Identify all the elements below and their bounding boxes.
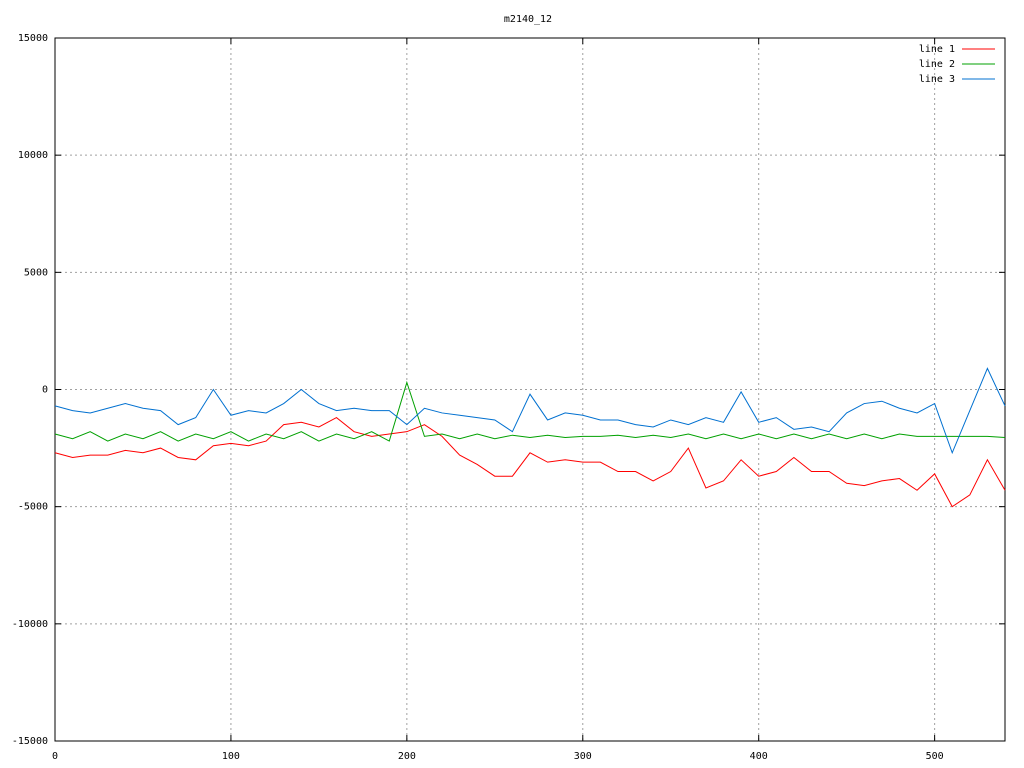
x-tick-label: 0 bbox=[52, 751, 58, 762]
data-line bbox=[54, 367, 1006, 455]
x-tick-label: 300 bbox=[574, 751, 592, 762]
y-tick-label: 5000 bbox=[24, 267, 48, 278]
y-tick-label: 0 bbox=[42, 385, 48, 396]
x-tick-label: 500 bbox=[926, 751, 944, 762]
legend-label: line 1 bbox=[919, 44, 955, 55]
y-tick-label: -5000 bbox=[18, 502, 48, 513]
data-line bbox=[54, 380, 1006, 442]
x-tick-label: 200 bbox=[398, 751, 416, 762]
legend-label: line 3 bbox=[919, 74, 955, 85]
legend-label: line 2 bbox=[919, 59, 955, 70]
plot-frame bbox=[54, 37, 1006, 742]
x-tick-label: 100 bbox=[222, 751, 240, 762]
y-tick-label: 10000 bbox=[18, 150, 48, 161]
x-tick-label: 400 bbox=[750, 751, 768, 762]
y-tick-label: -15000 bbox=[12, 736, 48, 747]
data-line bbox=[54, 417, 1006, 508]
y-tick-label: 15000 bbox=[18, 33, 48, 44]
chart-title: m2140_12 bbox=[504, 14, 552, 25]
y-tick-label: -10000 bbox=[12, 619, 48, 630]
